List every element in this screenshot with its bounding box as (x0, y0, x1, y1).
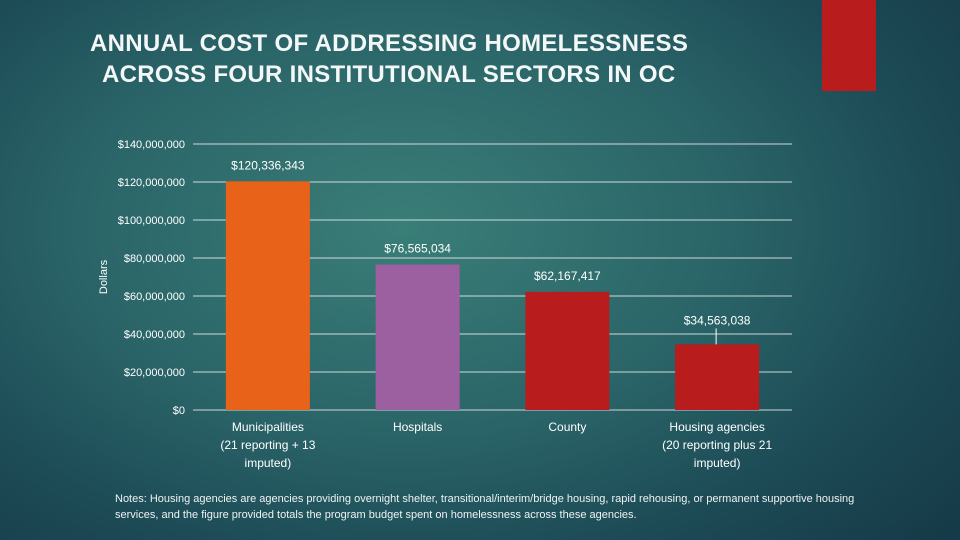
bar (225, 181, 310, 410)
x-tick-label: Housing agencies (669, 420, 764, 434)
y-tick-label: $0 (173, 405, 185, 417)
y-tick-label: $140,000,000 (118, 139, 185, 151)
page-title-line-2: ACROSS FOUR INSTITUTIONAL SECTORS IN OC (102, 61, 676, 88)
y-tick-label: $80,000,000 (124, 253, 185, 265)
data-label: $120,336,343 (231, 158, 305, 172)
x-tick-label: County (548, 420, 586, 434)
x-tick-label: Municipalities (232, 420, 304, 434)
x-tick-label: (20 reporting plus 21 (662, 438, 772, 452)
data-label: $34,563,038 (684, 313, 751, 327)
y-tick-label: $100,000,000 (118, 215, 185, 227)
y-tick-label: $40,000,000 (124, 329, 185, 341)
bar (675, 344, 760, 410)
x-tick-label: Hospitals (393, 420, 442, 434)
data-label: $76,565,034 (384, 242, 451, 256)
bar (375, 264, 460, 410)
y-tick-label: $20,000,000 (124, 367, 185, 379)
x-tick-label: (21 reporting + 13 (220, 438, 315, 452)
y-axis-label: Dollars (98, 259, 110, 294)
x-tick-label: imputed) (694, 456, 741, 470)
accent-bar (822, 0, 876, 91)
y-tick-label: $60,000,000 (124, 291, 185, 303)
page-title-line-1: ANNUAL COST OF ADDRESSING HOMELESSNESS (90, 30, 689, 57)
chart-notes: Notes: Housing agencies are agencies pro… (115, 493, 855, 521)
title-block: ANNUAL COST OF ADDRESSING HOMELESSNESS A… (60, 28, 820, 90)
data-label: $62,167,417 (534, 269, 601, 283)
bar (525, 291, 610, 410)
x-tick-label: imputed) (245, 456, 292, 470)
y-tick-label: $120,000,000 (118, 177, 185, 189)
